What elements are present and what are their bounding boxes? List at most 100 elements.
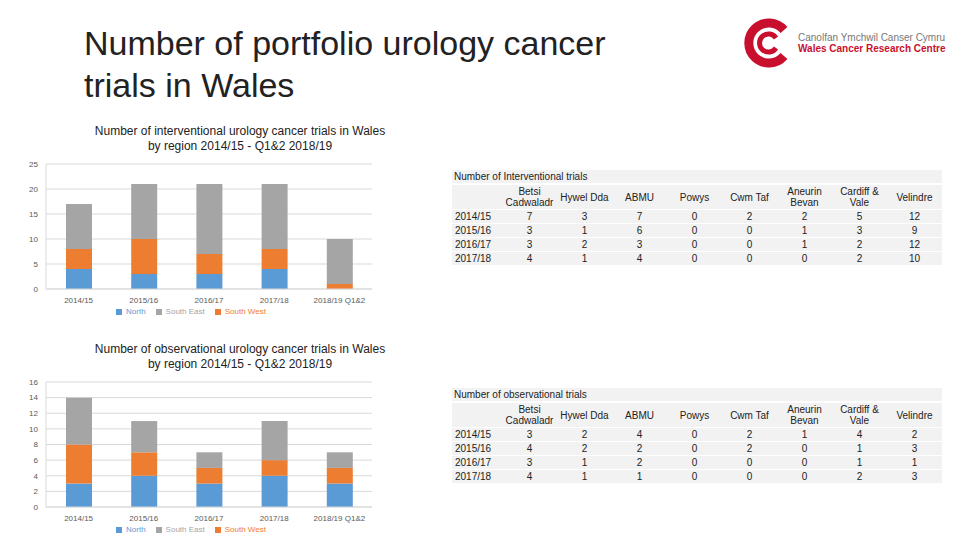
html-text:Aneurin Bevan: Aneurin Bevan	[787, 404, 822, 426]
html-text:Canolfan Ymchwil Canser Cymru: Canolfan Ymchwil Canser Cymru	[798, 32, 946, 43]
html-text:South West: South West	[224, 525, 266, 534]
html-text:2014/15: 2014/15	[455, 429, 492, 440]
html-text:0: 0	[691, 211, 698, 222]
html-text:Powys: Powys	[679, 191, 710, 203]
svg-text:25: 25	[29, 160, 38, 169]
html-text:4: 4	[636, 253, 643, 264]
html-text:2014/15: 2014/15	[455, 211, 492, 222]
svg-text:20: 20	[29, 185, 38, 194]
html-text:4: 4	[636, 429, 643, 440]
html-text:0: 0	[691, 253, 698, 264]
html-text:2: 2	[581, 429, 588, 440]
html-text:ABMU: ABMU	[625, 191, 654, 203]
svg-text:2014/15: 2014/15	[64, 514, 93, 523]
html-text:2017/18: 2017/18	[455, 471, 492, 482]
html-text:1: 1	[801, 239, 808, 250]
html-text:Betsi Cadwaladr: Betsi Cadwaladr	[505, 186, 554, 208]
html-text:Velindre: Velindre	[896, 191, 933, 203]
html-text:Cwm Taf: Cwm Taf	[730, 191, 769, 203]
html-text:2016/17: 2016/17	[455, 239, 492, 250]
html-text:0: 0	[746, 225, 753, 236]
html-text:ABMU: ABMU	[625, 409, 654, 421]
html-text:1: 1	[581, 225, 588, 236]
html-text:Cardiff & Vale: Cardiff & Vale	[840, 404, 879, 426]
html-text:3: 3	[526, 225, 533, 236]
html-text:South East: South East	[165, 525, 205, 534]
html-text:0: 0	[691, 225, 698, 236]
html-text:Hywel Dda: Hywel Dda	[560, 409, 609, 421]
html-text:4: 4	[526, 253, 533, 264]
html-text:3: 3	[526, 429, 533, 440]
svg-text:15: 15	[29, 210, 38, 219]
html-text:Velindre: Velindre	[896, 409, 933, 421]
html-text:2: 2	[856, 239, 863, 250]
html-text:Number of portfolio urology ca: Number of portfolio urology cancer trial…	[84, 24, 606, 104]
html-text:7: 7	[636, 211, 643, 222]
html-text:2: 2	[746, 211, 753, 222]
html-text:Number of Interventional trial: Number of Interventional trials	[454, 171, 588, 182]
html-text:3: 3	[581, 211, 588, 222]
html-text:2015/16: 2015/16	[455, 443, 492, 454]
html-text:10: 10	[908, 253, 921, 264]
svg-text:2015/16: 2015/16	[129, 514, 158, 523]
svg-text:10: 10	[29, 235, 38, 244]
html-text:Number of observational trials: Number of observational trials	[454, 389, 587, 400]
html-text:12: 12	[908, 211, 921, 222]
html-text:7: 7	[526, 211, 533, 222]
svg-text:10: 10	[29, 425, 38, 434]
svg-text:2018/19 Q1&2: 2018/19 Q1&2	[314, 296, 366, 305]
html-text:2017/18: 2017/18	[455, 253, 492, 264]
html-text:0: 0	[746, 253, 753, 264]
html-text:South East: South East	[165, 307, 205, 316]
html-text:South West: South West	[224, 307, 266, 316]
html-text:Wales Cancer Research Centre: Wales Cancer Research Centre	[798, 43, 946, 54]
svg-text:5: 5	[34, 260, 39, 269]
html-text:0: 0	[691, 429, 698, 440]
html-text:Betsi Cadwaladr: Betsi Cadwaladr	[505, 404, 554, 426]
html-text:Number of observational urolog: Number of observational urology cancer t…	[94, 342, 386, 371]
svg-text:2: 2	[34, 487, 39, 496]
svg-text:2014/15: 2014/15	[64, 296, 93, 305]
html-text:2016/17: 2016/17	[455, 457, 492, 468]
html-text:1: 1	[801, 429, 808, 440]
html-text:3: 3	[856, 225, 863, 236]
html-text:0: 0	[691, 239, 698, 250]
html-text:North: North	[126, 525, 146, 534]
svg-text:14: 14	[29, 393, 38, 402]
html-text:6: 6	[636, 225, 643, 236]
html-text:9: 9	[911, 225, 918, 236]
html-text:2: 2	[801, 211, 808, 222]
html-text:Cardiff & Vale: Cardiff & Vale	[840, 186, 879, 208]
html-text:0: 0	[801, 253, 808, 264]
html-text:3: 3	[526, 239, 533, 250]
svg-text:2015/16: 2015/16	[129, 296, 158, 305]
svg-text:8: 8	[34, 440, 39, 449]
html-text:Cwm Taf: Cwm Taf	[730, 409, 769, 421]
svg-text:2016/17: 2016/17	[195, 296, 224, 305]
svg-text:2018/19 Q1&2: 2018/19 Q1&2	[314, 514, 366, 523]
html-text:3: 3	[636, 239, 643, 250]
svg-text:16: 16	[29, 378, 38, 387]
html-text:2015/16: 2015/16	[455, 225, 492, 236]
html-text:Powys: Powys	[679, 409, 710, 421]
html-text:Hywel Dda: Hywel Dda	[560, 191, 609, 203]
html-text:North: North	[126, 307, 146, 316]
svg-text:0: 0	[34, 285, 39, 294]
svg-text:2017/18: 2017/18	[260, 296, 289, 305]
html-text:Aneurin Bevan: Aneurin Bevan	[787, 186, 822, 208]
html-text:2: 2	[581, 239, 588, 250]
svg-text:2016/17: 2016/17	[195, 514, 224, 523]
svg-text:2017/18: 2017/18	[260, 514, 289, 523]
html-text:2: 2	[746, 429, 753, 440]
svg-text:4: 4	[34, 472, 39, 481]
html-text:1: 1	[801, 225, 808, 236]
svg-text:0: 0	[34, 503, 39, 512]
svg-text:12: 12	[29, 409, 38, 418]
html-text:2: 2	[856, 253, 863, 264]
html-text:5: 5	[856, 211, 863, 222]
svg-text:6: 6	[34, 456, 39, 465]
html-text:0: 0	[746, 239, 753, 250]
html-text:12: 12	[908, 239, 921, 250]
html-text:1: 1	[581, 253, 588, 264]
html-text:Number of interventional urolo: Number of interventional urology cancer …	[94, 124, 386, 153]
